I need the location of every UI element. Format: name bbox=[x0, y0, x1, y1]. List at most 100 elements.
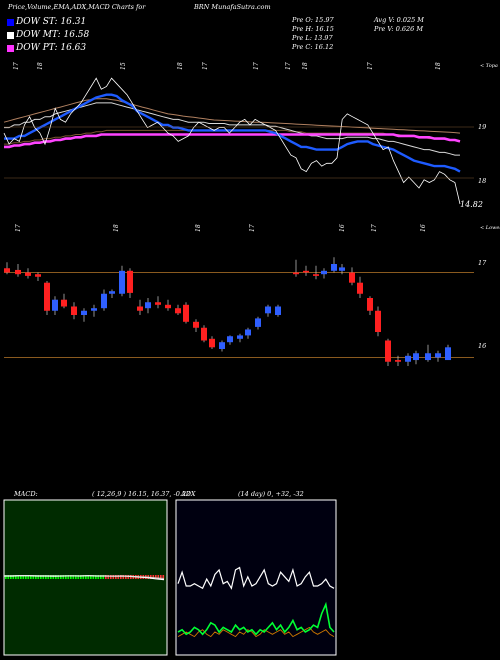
candle-body bbox=[165, 304, 171, 309]
chart-title: Price,Volume,EMA,ADX,MACD Charts for bbox=[8, 3, 146, 11]
macd-params: ( 12,26,9 ) 16.15, 16.37, -0.22 bbox=[92, 490, 191, 498]
candle-body bbox=[405, 355, 411, 362]
macd-hist-bar bbox=[115, 575, 117, 579]
macd-hist-bar bbox=[100, 575, 102, 579]
top-tick-label: 18 bbox=[177, 62, 184, 70]
candle-body bbox=[193, 321, 199, 328]
macd-hist-bar bbox=[152, 575, 155, 579]
candle-body bbox=[52, 299, 58, 311]
bottom-tick-label: 18 bbox=[113, 224, 120, 232]
prev-high: Pre H: 16.15 bbox=[292, 25, 334, 33]
macd-hist-bar bbox=[107, 575, 110, 579]
candle-body bbox=[435, 353, 441, 358]
candle-body bbox=[137, 306, 143, 311]
macd-hist-bar bbox=[80, 575, 82, 579]
adx-line-adx bbox=[177, 566, 335, 590]
macd-hist-bar bbox=[27, 575, 30, 579]
legend-label-pt: DOW PT: 16.63 bbox=[16, 43, 87, 53]
candle-body bbox=[303, 270, 309, 273]
candle-body bbox=[25, 272, 31, 276]
top-tick-label: 17 bbox=[13, 62, 20, 70]
candle-body bbox=[413, 353, 419, 361]
macd-hist-bar bbox=[5, 575, 7, 579]
candle-body bbox=[155, 302, 161, 305]
candle-body bbox=[81, 310, 87, 315]
macd-hist-bar bbox=[30, 575, 32, 579]
candle-body bbox=[209, 338, 215, 348]
prev-open: Pre O: 15.97 bbox=[292, 16, 334, 24]
top-tick-label: 18 bbox=[435, 62, 442, 70]
top-tick-label: 17 bbox=[285, 62, 292, 70]
candle-body bbox=[61, 299, 67, 307]
macd-hist-bar bbox=[70, 575, 72, 579]
candle-body bbox=[15, 269, 21, 275]
bottom-tick-label: 17 bbox=[15, 224, 22, 232]
macd-hist-bar bbox=[65, 575, 67, 579]
legend-swatch-pt bbox=[7, 45, 14, 52]
macd-hist-bar bbox=[57, 575, 60, 579]
upper-top-label: < Topa bbox=[480, 63, 498, 69]
top-tick-label: 17 bbox=[367, 62, 374, 70]
macd-hist-bar bbox=[105, 575, 107, 579]
top-tick-label: 18 bbox=[302, 62, 309, 70]
series-line-price bbox=[3, 77, 461, 205]
candle-body bbox=[245, 329, 251, 336]
macd-hist-bar bbox=[60, 575, 62, 579]
candle-body bbox=[395, 360, 401, 362]
prev-low: Pre L: 13.97 bbox=[292, 34, 333, 42]
candle-body bbox=[145, 302, 151, 309]
last-price-label: 14.82 bbox=[460, 200, 483, 209]
bottom-tick-label: 16 bbox=[339, 224, 346, 232]
macd-hist-bar bbox=[85, 575, 87, 579]
macd-hist-bar bbox=[77, 575, 80, 579]
avg-volume: Avg V: 0.025 M bbox=[374, 16, 424, 24]
adx-line-minus_di bbox=[177, 626, 335, 638]
macd-hist-bar bbox=[40, 575, 42, 579]
macd-hist-bar bbox=[117, 575, 120, 579]
macd-hist-bar bbox=[95, 575, 97, 579]
adx-params: (14 day) 0, +32, -32 bbox=[238, 490, 304, 498]
macd-hist-bar bbox=[37, 575, 40, 579]
upper-price-19: 19 bbox=[478, 123, 487, 131]
macd-hist-bar bbox=[127, 575, 130, 579]
candle-body bbox=[445, 347, 451, 361]
macd-hist-bar bbox=[52, 575, 55, 579]
candle-body bbox=[219, 342, 225, 349]
macd-hist-bar bbox=[35, 575, 37, 579]
top-tick-label: 17 bbox=[253, 62, 260, 70]
candle-body bbox=[175, 308, 181, 314]
macd-label: MACD: bbox=[14, 490, 38, 498]
candle-body bbox=[201, 327, 207, 341]
top-tick-label: 18 bbox=[37, 62, 44, 70]
upper-price-18: 18 bbox=[478, 177, 487, 185]
macd-hist-bar bbox=[62, 575, 65, 579]
macd-hist-bar bbox=[125, 575, 127, 579]
macd-hist-bar bbox=[112, 575, 115, 579]
candle-body bbox=[71, 306, 77, 315]
candle-top-label: < Lowes bbox=[480, 225, 500, 231]
candle-price-17: 17 bbox=[478, 259, 487, 267]
legend-swatch-mt bbox=[7, 32, 14, 39]
series-line-ema_pink bbox=[4, 133, 461, 149]
macd-hist-bar bbox=[160, 575, 162, 579]
macd-hist-bar bbox=[162, 575, 165, 579]
macd-hist-bar bbox=[22, 575, 25, 579]
candle-body bbox=[375, 310, 381, 332]
candle-body bbox=[91, 308, 97, 311]
macd-hist-bar bbox=[32, 575, 35, 579]
macd-hist-bar bbox=[10, 575, 12, 579]
bottom-tick-label: 17 bbox=[249, 224, 256, 232]
macd-hist-bar bbox=[72, 575, 75, 579]
candle-body bbox=[227, 336, 233, 343]
legend-label-st: DOW ST: 16.31 bbox=[16, 17, 87, 27]
macd-hist-bar bbox=[97, 575, 100, 579]
candle-body bbox=[275, 306, 281, 315]
candle-body bbox=[183, 304, 189, 322]
macd-hist-bar bbox=[47, 575, 50, 579]
macd-hist-bar bbox=[92, 575, 95, 579]
candle-body bbox=[109, 291, 115, 294]
macd-hist-bar bbox=[42, 575, 45, 579]
macd-hist-bar bbox=[75, 575, 77, 579]
candle-body bbox=[44, 282, 50, 311]
